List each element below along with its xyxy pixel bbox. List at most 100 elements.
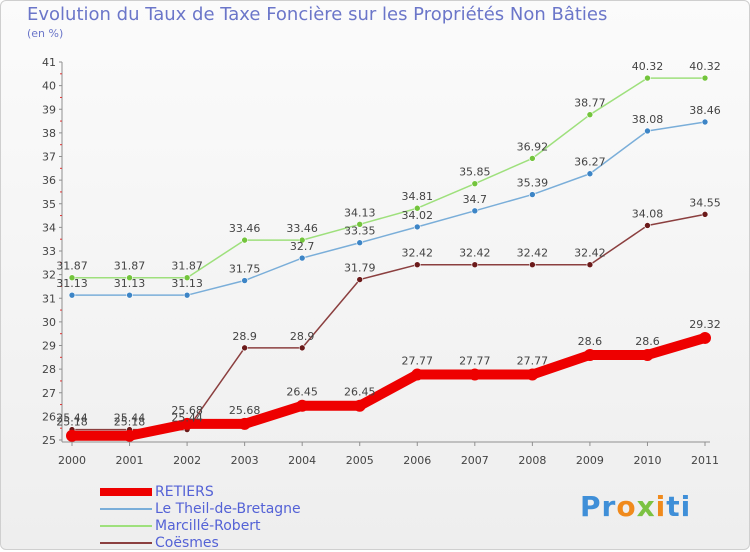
data-label: 29.32 — [689, 318, 721, 331]
data-label: 28.6 — [578, 335, 603, 348]
y-tick-label: 27 — [42, 387, 56, 400]
data-point — [238, 417, 251, 430]
data-point — [183, 274, 191, 281]
data-point — [529, 155, 536, 162]
x-tick-label: 2008 — [518, 454, 546, 467]
x-tick-label: 2007 — [461, 454, 489, 467]
legend-label: RETIERS — [155, 484, 214, 500]
data-label: 33.35 — [344, 225, 376, 238]
data-label: 32.42 — [402, 247, 434, 260]
series-points — [66, 74, 711, 442]
data-point — [126, 274, 133, 281]
legend-swatch — [100, 542, 152, 544]
chart-axes: 25 26 27 28 29 30 31 32 33 34 35 36 37 38 39 40 41 2000 20… — [42, 56, 719, 467]
data-label: 28.6 — [635, 335, 660, 348]
data-label: 32.42 — [517, 247, 549, 260]
legend-label: Marcillé-Robert — [155, 518, 261, 534]
data-point — [66, 429, 78, 442]
data-point — [241, 236, 248, 244]
x-tick-label: 2010 — [633, 454, 661, 467]
data-label: 38.46 — [689, 104, 721, 117]
chart-title: Evolution du Taux de Taxe Foncière sur l… — [27, 4, 608, 25]
data-label: 25.44 — [114, 412, 146, 425]
x-tick-label: 2002 — [173, 454, 201, 467]
y-tick-label: 25 — [42, 434, 56, 447]
data-label: 35.39 — [517, 177, 549, 190]
x-tick-label: 2009 — [576, 454, 604, 467]
y-tick-label: 29 — [42, 340, 56, 353]
data-label: 34.7 — [463, 193, 488, 206]
data-label: 32.42 — [574, 247, 606, 260]
y-tick-label: 37 — [42, 151, 56, 164]
legend-label: Coësmes — [155, 535, 219, 551]
x-tick-label: 2003 — [231, 454, 259, 467]
data-label: 26.45 — [286, 386, 318, 399]
data-label: 31.79 — [344, 262, 376, 275]
y-tick-label: 40 — [42, 80, 56, 93]
data-label: 25.68 — [229, 404, 261, 417]
data-point — [583, 348, 596, 361]
series-line-0 — [67, 332, 710, 441]
y-tick-label: 39 — [42, 103, 56, 116]
data-label: 33.46 — [229, 222, 261, 235]
data-label: 31.87 — [56, 260, 88, 273]
x-tick-label: 2004 — [288, 454, 316, 467]
x-tick-label: 2006 — [403, 454, 431, 467]
data-point — [353, 399, 366, 412]
data-label: 36.92 — [517, 140, 549, 153]
data-point — [586, 261, 594, 269]
data-label: 34.81 — [402, 190, 434, 203]
data-label: 27.77 — [402, 355, 434, 368]
data-label: 31.13 — [171, 277, 203, 290]
data-label: 32.7 — [290, 240, 315, 253]
data-point — [183, 291, 191, 299]
data-point — [471, 207, 479, 215]
data-label: 28.9 — [290, 330, 315, 343]
data-point — [241, 344, 248, 352]
data-label: 27.77 — [517, 355, 549, 368]
data-label: 31.75 — [229, 263, 261, 276]
data-point — [296, 399, 309, 412]
data-label: 31.87 — [171, 260, 203, 273]
data-point — [641, 348, 654, 361]
data-label: 35.85 — [459, 166, 491, 179]
data-label: 31.13 — [56, 277, 88, 290]
data-label: 28.9 — [232, 330, 257, 343]
x-tick-label: 2001 — [116, 454, 144, 467]
y-tick-label: 35 — [42, 198, 56, 211]
legend-swatch — [100, 525, 152, 527]
y-tick-label: 34 — [42, 221, 56, 234]
data-point — [529, 261, 536, 269]
y-tick-label: 38 — [42, 127, 56, 140]
x-tick-label: 2011 — [691, 454, 719, 467]
data-point — [701, 74, 709, 82]
series-line-3 — [71, 213, 706, 431]
data-point — [241, 277, 248, 284]
y-tick-label: 32 — [42, 269, 56, 282]
x-tick-label: 2000 — [58, 454, 86, 467]
data-point — [356, 276, 364, 283]
data-point — [471, 180, 479, 187]
data-point — [699, 331, 711, 344]
data-point — [468, 368, 481, 381]
data-label: 32.42 — [459, 247, 491, 260]
data-label: 38.77 — [574, 97, 606, 110]
legend-label: Le Theil-de-Bretagne — [155, 501, 301, 517]
data-point — [298, 236, 306, 244]
data-point — [471, 261, 479, 269]
logo-letter: P — [580, 490, 602, 523]
data-point — [644, 222, 651, 229]
data-label: 36.27 — [574, 156, 606, 169]
series-line-1 — [71, 121, 706, 296]
data-label: 25.68 — [171, 404, 203, 417]
logo-letter: i — [655, 490, 667, 523]
data-label: 34.13 — [344, 206, 376, 219]
data-point — [701, 211, 709, 218]
data-label: 25.18 — [114, 416, 146, 429]
data-label: 40.32 — [689, 60, 721, 73]
y-tick-label: 26 — [42, 410, 56, 423]
data-point — [413, 261, 421, 269]
y-tick-label: 33 — [42, 245, 56, 258]
legend-swatch — [100, 488, 152, 496]
data-point — [413, 204, 421, 212]
